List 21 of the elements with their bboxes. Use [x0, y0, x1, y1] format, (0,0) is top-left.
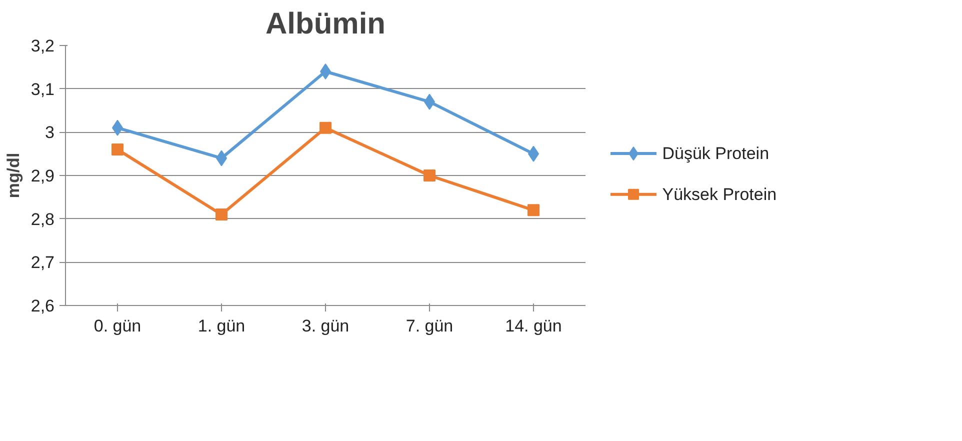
- y-tick-label: 2,7: [30, 253, 55, 272]
- x-tick-label: 3. gün: [302, 316, 350, 336]
- legend-label: Yüksek Protein: [662, 184, 777, 204]
- point: [528, 204, 540, 216]
- x-tick-label: 14. gün: [505, 316, 562, 336]
- x-tick-label: 1. gün: [198, 316, 246, 336]
- point: [320, 122, 332, 134]
- y-tick-label: 2,9: [30, 166, 55, 186]
- y-tick-label: 2,6: [30, 296, 55, 316]
- chart-title: Albümin: [266, 8, 386, 40]
- y-tick-label: 3: [45, 123, 55, 142]
- x-tick-label: 0. gün: [94, 316, 142, 336]
- point: [216, 208, 228, 220]
- point: [424, 170, 436, 182]
- legend-label: Düşük Protein: [662, 144, 770, 164]
- y-tick-label: 3,2: [30, 36, 55, 56]
- y-axis-title: mg/dl: [4, 152, 23, 198]
- x-tick-label: 7. gün: [406, 316, 454, 336]
- point: [112, 144, 124, 156]
- y-tick-label: 2,8: [30, 210, 55, 229]
- y-tick-label: 3,1: [30, 80, 55, 99]
